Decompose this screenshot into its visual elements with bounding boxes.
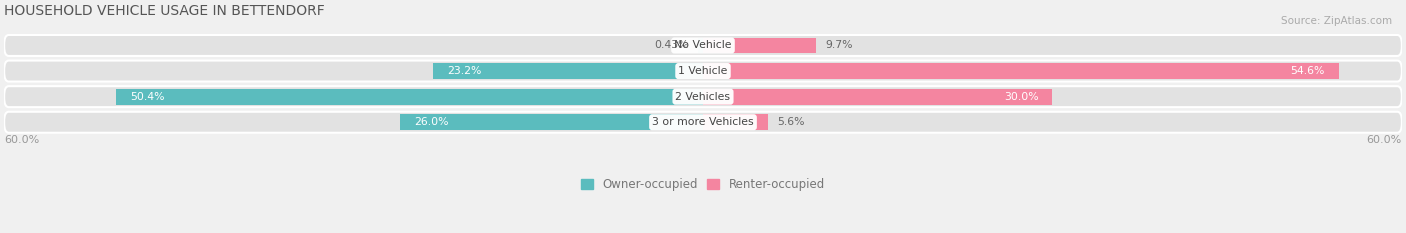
FancyBboxPatch shape bbox=[4, 35, 1402, 56]
FancyBboxPatch shape bbox=[4, 61, 1402, 82]
Text: No Vehicle: No Vehicle bbox=[675, 41, 731, 51]
Bar bbox=[433, 63, 703, 79]
Text: 1 Vehicle: 1 Vehicle bbox=[678, 66, 728, 76]
Text: 0.43%: 0.43% bbox=[654, 41, 689, 51]
Text: 9.7%: 9.7% bbox=[825, 41, 853, 51]
Bar bbox=[703, 114, 768, 130]
Bar bbox=[703, 38, 815, 53]
Text: 30.0%: 30.0% bbox=[1004, 92, 1039, 102]
Text: 26.0%: 26.0% bbox=[415, 117, 449, 127]
Legend: Owner-occupied, Renter-occupied: Owner-occupied, Renter-occupied bbox=[576, 173, 830, 195]
Bar bbox=[115, 89, 703, 105]
Bar bbox=[697, 38, 703, 53]
Text: 23.2%: 23.2% bbox=[447, 66, 481, 76]
Text: 60.0%: 60.0% bbox=[1367, 135, 1402, 145]
Text: 2 Vehicles: 2 Vehicles bbox=[675, 92, 731, 102]
FancyBboxPatch shape bbox=[4, 86, 1402, 107]
Bar bbox=[401, 114, 703, 130]
Text: 5.6%: 5.6% bbox=[778, 117, 806, 127]
Bar bbox=[703, 89, 1053, 105]
FancyBboxPatch shape bbox=[4, 112, 1402, 133]
Text: 60.0%: 60.0% bbox=[4, 135, 39, 145]
Text: 50.4%: 50.4% bbox=[129, 92, 165, 102]
Text: HOUSEHOLD VEHICLE USAGE IN BETTENDORF: HOUSEHOLD VEHICLE USAGE IN BETTENDORF bbox=[4, 4, 325, 18]
Text: 3 or more Vehicles: 3 or more Vehicles bbox=[652, 117, 754, 127]
Bar bbox=[703, 63, 1339, 79]
Text: Source: ZipAtlas.com: Source: ZipAtlas.com bbox=[1281, 16, 1392, 26]
Text: 54.6%: 54.6% bbox=[1291, 66, 1324, 76]
